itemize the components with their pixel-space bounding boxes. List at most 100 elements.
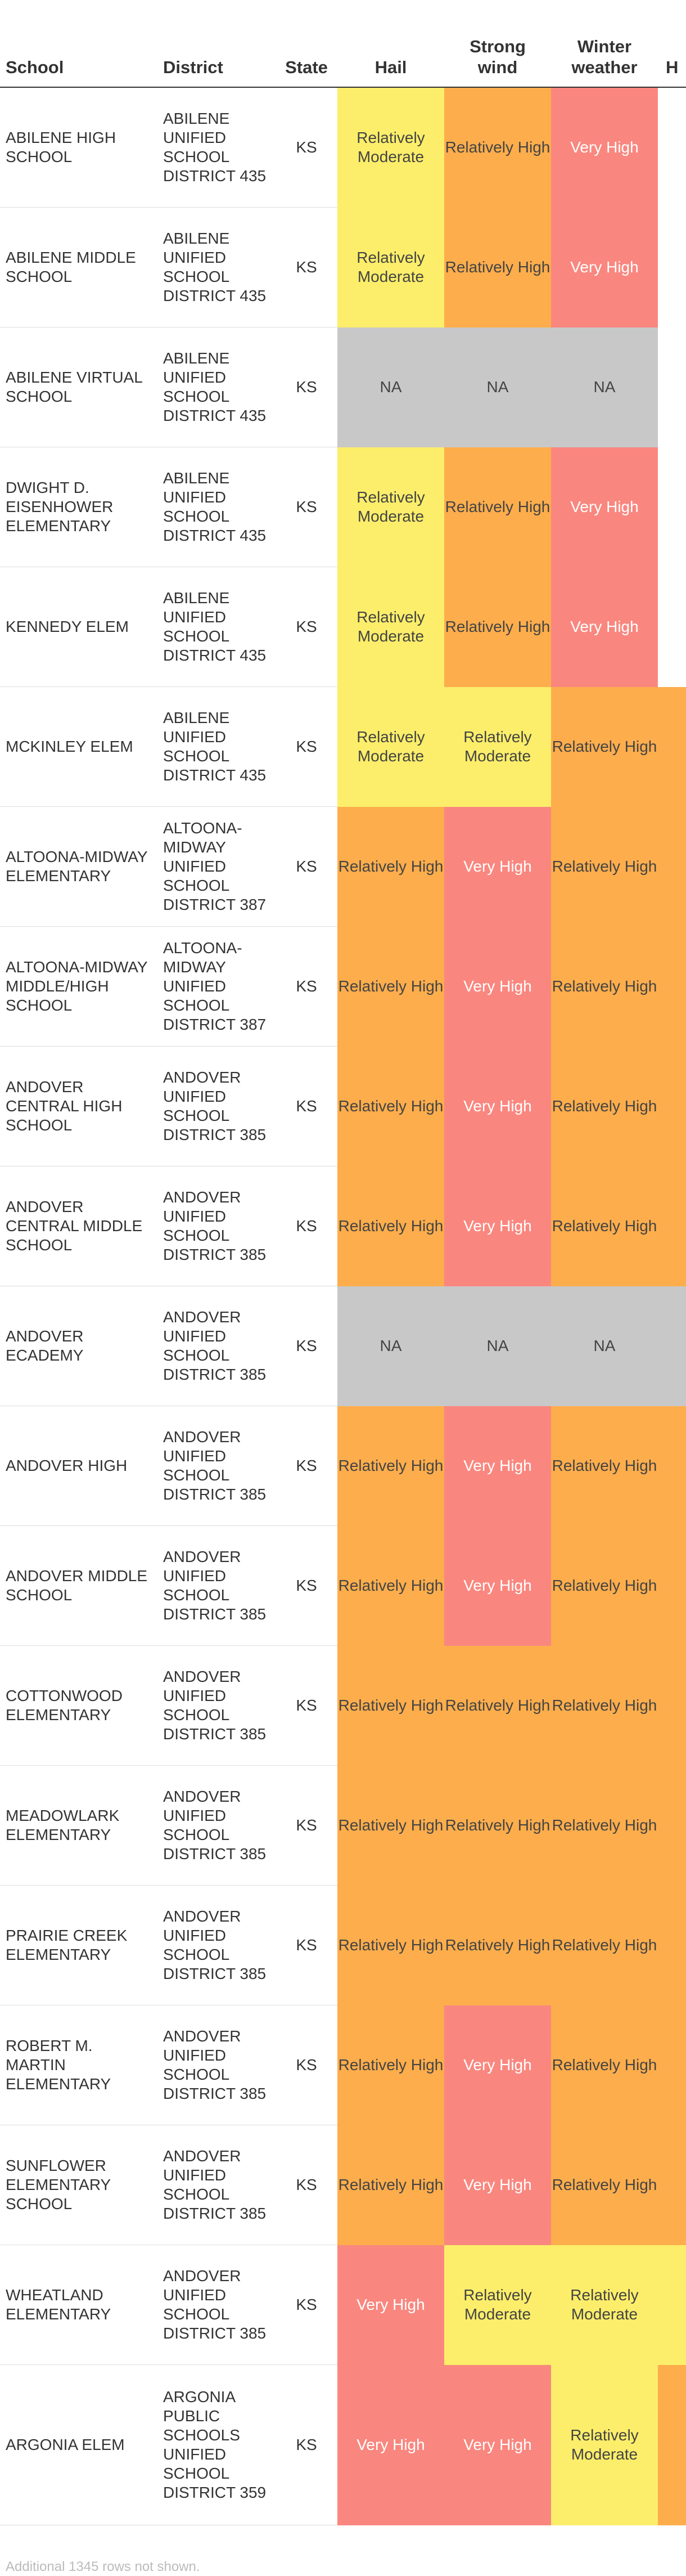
state-cell: KS (276, 207, 337, 327)
hail-cell: Relatively Moderate (337, 686, 444, 807)
school-cell: Altoona-Midway Middle/High School (0, 926, 157, 1047)
winter-weather-cell: Relatively High (551, 686, 658, 807)
winter-weather-cell: Very High (551, 207, 658, 327)
table-header-row: School District State Hail Strong wind W… (0, 0, 686, 88)
school-cell: Abilene Middle School (0, 207, 157, 327)
extra-hazard-cell (658, 207, 686, 327)
state-cell: KS (276, 87, 337, 208)
table-row: Andover Middle School Andover Unified Sch… (0, 1525, 686, 1646)
district-cell: Andover Unified School District 385 (157, 1046, 276, 1166)
state-cell: KS (276, 1645, 337, 1766)
school-cell: Andover Central High School (0, 1046, 157, 1166)
column-header-school[interactable]: School (0, 0, 157, 88)
hail-cell: Very High (337, 2245, 444, 2365)
district-cell: Abilene Unified School District 435 (157, 567, 276, 687)
hail-cell: NA (337, 327, 444, 447)
strong-wind-cell: Relatively High (444, 1885, 551, 2005)
column-header-strong-wind[interactable]: Strong wind (444, 0, 551, 88)
strong-wind-cell: Relatively Moderate (444, 686, 551, 807)
state-cell: KS (276, 1885, 337, 2005)
strong-wind-cell: Very High (444, 2364, 551, 2525)
school-cell: Andover High (0, 1406, 157, 1526)
column-header-winter-weather[interactable]: Winter weather (551, 0, 658, 88)
table-row: Andover Central Middle School Andover Uni… (0, 1166, 686, 1286)
strong-wind-cell: Relatively High (444, 1765, 551, 1886)
hail-cell: Relatively High (337, 1406, 444, 1526)
district-cell: Abilene Unified School District 435 (157, 207, 276, 327)
school-cell: Sunflower Elementary School (0, 2125, 157, 2245)
hail-cell: Relatively High (337, 1046, 444, 1166)
column-header-district[interactable]: District (157, 0, 276, 88)
extra-hazard-cell (658, 447, 686, 567)
winter-weather-cell: Very High (551, 87, 658, 208)
extra-hazard-cell (658, 1406, 686, 1526)
table-row: Robert M. Martin Elementary Andover Unifi… (0, 2005, 686, 2125)
hail-cell: Relatively High (337, 2005, 444, 2125)
winter-weather-cell: Relatively High (551, 1406, 658, 1526)
winter-weather-cell: Relatively High (551, 1525, 658, 1646)
extra-hazard-cell (658, 1286, 686, 1406)
state-cell: KS (276, 2125, 337, 2245)
winter-weather-cell: NA (551, 327, 658, 447)
winter-weather-cell: Relatively High (551, 2005, 658, 2125)
strong-wind-cell: Very High (444, 806, 551, 927)
school-cell: Kennedy Elem (0, 567, 157, 687)
winter-weather-cell: Relatively High (551, 1765, 658, 1886)
district-cell: Andover Unified School District 385 (157, 1525, 276, 1646)
hail-cell: NA (337, 1286, 444, 1406)
school-cell: Andover Middle School (0, 1525, 157, 1646)
table-row: Abilene Virtual School Abilene Unified Sc… (0, 327, 686, 447)
column-header-extra[interactable]: H (658, 0, 686, 88)
winter-weather-cell: Relatively High (551, 2125, 658, 2245)
table-body: Abilene High School Abilene Unified Schoo… (0, 87, 686, 2525)
strong-wind-cell: Very High (444, 1046, 551, 1166)
table-row: Kennedy Elem Abilene Unified School Distr… (0, 567, 686, 687)
table-row: Meadowlark Elementary Andover Unified Sch… (0, 1765, 686, 1886)
school-cell: Meadowlark Elementary (0, 1765, 157, 1886)
state-cell: KS (276, 1525, 337, 1646)
hail-cell: Relatively High (337, 806, 444, 927)
table-row: McKinley Elem Abilene Unified School Dist… (0, 686, 686, 807)
school-cell: Wheatland Elementary (0, 2245, 157, 2365)
district-cell: Andover Unified School District 385 (157, 1286, 276, 1406)
winter-weather-cell: Relatively High (551, 1166, 658, 1286)
winter-weather-cell: Relatively High (551, 1046, 658, 1166)
winter-weather-cell: Very High (551, 567, 658, 687)
state-cell: KS (276, 2245, 337, 2365)
winter-weather-cell: Relatively High (551, 1645, 658, 1766)
state-cell: KS (276, 1286, 337, 1406)
state-cell: KS (276, 447, 337, 567)
table-row: Prairie Creek Elementary Andover Unified … (0, 1885, 686, 2005)
winter-weather-header-label: Winter weather (571, 36, 638, 77)
winter-weather-cell: Very High (551, 447, 658, 567)
school-cell: Prairie Creek Elementary (0, 1885, 157, 2005)
state-cell: KS (276, 567, 337, 687)
district-cell: Andover Unified School District 385 (157, 1645, 276, 1766)
district-cell: Andover Unified School District 385 (157, 1765, 276, 1886)
extra-hazard-cell (658, 567, 686, 687)
hail-cell: Relatively Moderate (337, 567, 444, 687)
extra-hazard-cell (658, 686, 686, 807)
table-row: Dwight D. Eisenhower Elementary Abilene U… (0, 447, 686, 567)
rows-not-shown-note: Additional 1345 rows not shown. (6, 2559, 200, 2574)
table-row: Andover Central High School Andover Unifi… (0, 1046, 686, 1166)
table-row: Wheatland Elementary Andover Unified Scho… (0, 2245, 686, 2365)
state-cell: KS (276, 2364, 337, 2525)
school-cell: McKinley Elem (0, 686, 157, 807)
district-cell: Altoona-Midway Unified School District 3… (157, 806, 276, 927)
extra-hazard-cell (658, 1046, 686, 1166)
strong-wind-cell: NA (444, 327, 551, 447)
strong-wind-cell: Relatively High (444, 447, 551, 567)
district-cell: Andover Unified School District 385 (157, 2245, 276, 2365)
column-header-hail[interactable]: Hail (337, 0, 444, 88)
strong-wind-cell: NA (444, 1286, 551, 1406)
school-cell: Andover eCademy (0, 1286, 157, 1406)
winter-weather-cell: Relatively High (551, 1885, 658, 2005)
column-header-state[interactable]: State (276, 0, 337, 88)
district-cell: Andover Unified School District 385 (157, 1885, 276, 2005)
district-cell: Andover Unified School District 385 (157, 1166, 276, 1286)
extra-hazard-cell (658, 2005, 686, 2125)
strong-wind-cell: Very High (444, 1406, 551, 1526)
strong-wind-cell: Very High (444, 2005, 551, 2125)
